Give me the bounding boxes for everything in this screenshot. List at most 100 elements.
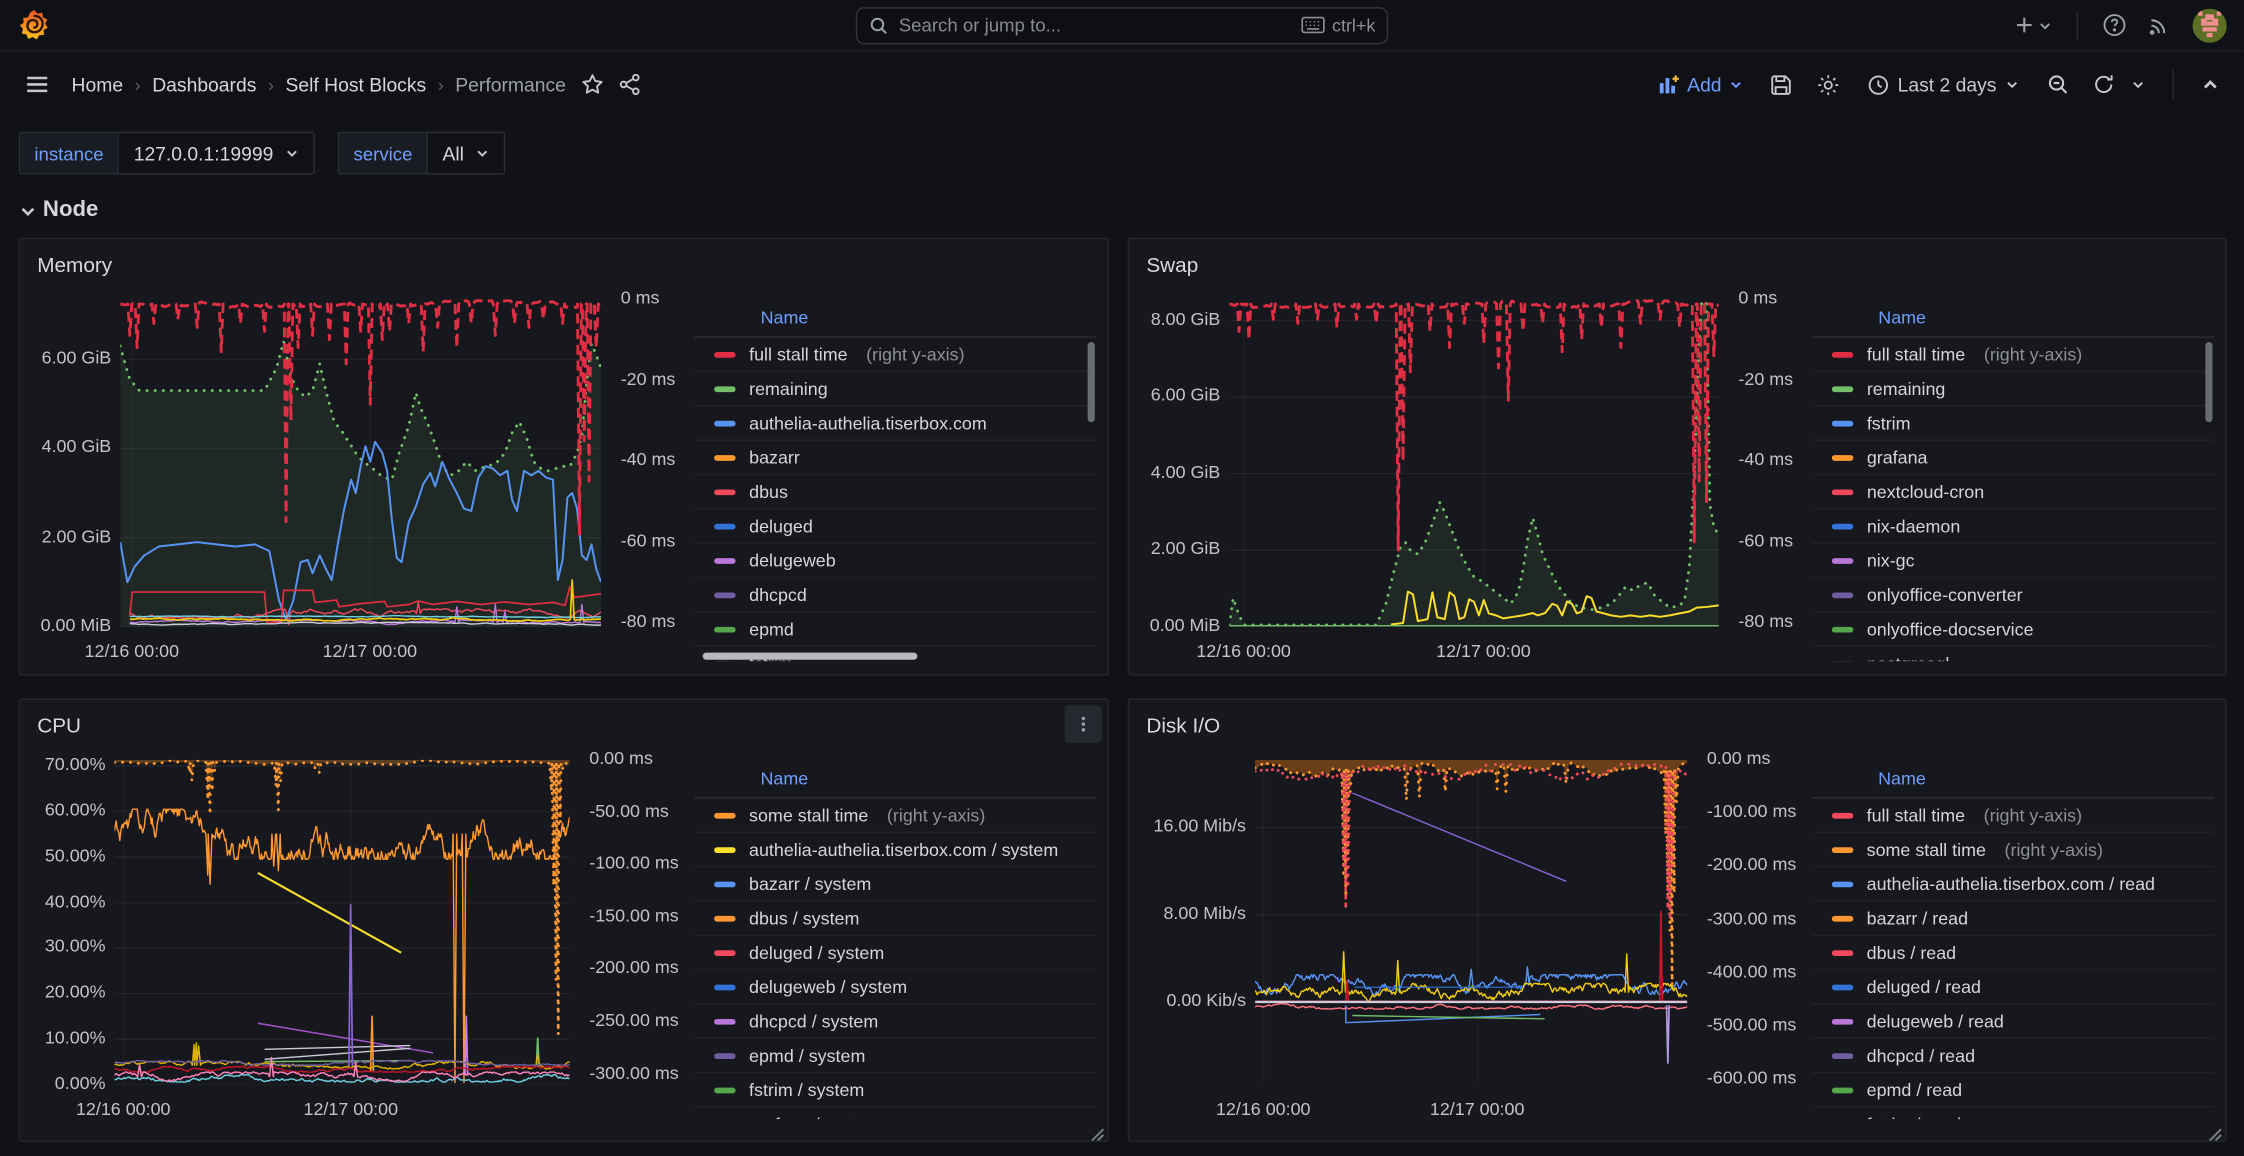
legend-row[interactable]: deluged / system: [694, 936, 1097, 971]
legend-row[interactable]: bazarr / read: [1812, 902, 2214, 936]
y-axis-tick-label: -200.00 ms: [589, 958, 679, 979]
variable-instance-label[interactable]: instance: [18, 131, 118, 175]
panel-title[interactable]: Memory: [37, 254, 113, 278]
breadcrumb-folder[interactable]: Self Host Blocks: [285, 73, 427, 96]
save-icon: [1771, 74, 1791, 95]
legend-row[interactable]: fstrim / read: [1812, 1108, 2214, 1119]
legend-row[interactable]: dbus / system: [694, 902, 1097, 936]
legend-row[interactable]: dhcpcd: [694, 578, 1097, 613]
collapse-toolbar-button[interactable]: [2194, 69, 2227, 99]
panel-title[interactable]: Disk I/O: [1146, 715, 1221, 739]
legend-row[interactable]: full stall time (right y-axis): [694, 338, 1097, 373]
row-node[interactable]: Node: [0, 186, 2244, 238]
legend-row[interactable]: onlyoffice-converter: [1812, 578, 2214, 613]
search-input[interactable]: Search or jump to... ctrl+k: [855, 6, 1389, 44]
legend-name-header[interactable]: Name: [1812, 760, 2214, 799]
time-range-picker[interactable]: Last 2 days: [1856, 67, 2031, 103]
add-panel-button[interactable]: Add: [1647, 66, 1753, 103]
legend-row[interactable]: remaining: [1812, 372, 2214, 407]
chart-canvas[interactable]: [1253, 759, 1689, 1085]
legend-row[interactable]: full stall time (right y-axis): [1812, 799, 2214, 833]
series-color-swatch: [1832, 915, 1854, 921]
legend-row[interactable]: some stall time (right y-axis): [1812, 833, 2214, 868]
series-name: grafana / system: [749, 1114, 881, 1119]
breadcrumb-home[interactable]: Home: [71, 73, 124, 96]
legend-row[interactable]: authelia-authelia.tiserbox.com / read: [1812, 867, 2214, 902]
refresh-button[interactable]: [2085, 67, 2122, 101]
refresh-interval-button[interactable]: [2131, 72, 2152, 98]
series-name: some stall time: [1866, 839, 1986, 860]
panel-title[interactable]: CPU: [37, 715, 82, 739]
y-axis-tick-label: 40.00%: [44, 891, 106, 912]
x-axis-tick-label: 12/17 00:00: [303, 1099, 399, 1120]
dashboard-settings-button[interactable]: [1809, 67, 1848, 103]
legend-row[interactable]: epmd: [694, 613, 1097, 647]
legend-row[interactable]: deluged / read: [1812, 970, 2214, 1005]
series-name: onlyoffice-converter: [1866, 584, 2023, 605]
chart-canvas[interactable]: [112, 759, 571, 1086]
legend-row[interactable]: remaining: [694, 372, 1097, 407]
legend-name-header[interactable]: Name: [694, 299, 1097, 338]
legend-row[interactable]: delugeweb / system: [694, 970, 1097, 1005]
legend-row[interactable]: nextcloud-cron: [1812, 475, 2214, 510]
help-button[interactable]: [2095, 7, 2134, 43]
legend-row[interactable]: postgresql: [1812, 647, 2213, 662]
new-button[interactable]: [2006, 9, 2059, 42]
legend-row[interactable]: bazarr / system: [694, 867, 1097, 902]
legend-row[interactable]: nix-gc: [1812, 544, 2214, 579]
panel-resize-handle[interactable]: [1091, 1123, 1105, 1141]
legend-row[interactable]: epmd / read: [1812, 1073, 2214, 1108]
y-axis-right: 0 ms -20 ms -40 ms -60 ms -80 ms: [1727, 288, 1801, 632]
legend-row[interactable]: authelia-authelia.tiserbox.com: [694, 406, 1097, 441]
legend-scrollbar-vertical[interactable]: [1087, 342, 1095, 423]
legend-row[interactable]: some stall time (right y-axis): [694, 799, 1097, 833]
series-name: authelia-authelia.tiserbox.com / read: [1866, 873, 2156, 894]
legend-row[interactable]: bazarr: [694, 441, 1097, 476]
legend-scrollbar-vertical[interactable]: [2205, 342, 2213, 423]
chart-canvas[interactable]: [118, 299, 603, 628]
legend-row[interactable]: grafana / system: [695, 1108, 1097, 1119]
legend-row[interactable]: dbus: [694, 475, 1097, 510]
legend-row[interactable]: full stall time (right y-axis): [1812, 338, 2214, 373]
legend: Name full stall time (right y-axis) some st…: [1812, 760, 2214, 1119]
legend-row[interactable]: epmd / system: [694, 1039, 1097, 1074]
legend-row[interactable]: fstrim: [1812, 406, 2214, 441]
legend-row[interactable]: delugeweb / read: [1812, 1005, 2214, 1039]
favorite-button[interactable]: [575, 67, 612, 101]
y-axis-tick-label: -400.00 ms: [1706, 961, 1797, 982]
legend-row[interactable]: delugeweb: [694, 544, 1097, 579]
panel-menu-button[interactable]: [1064, 705, 1102, 743]
legend-row[interactable]: fstrim / system: [694, 1073, 1097, 1108]
legend-row[interactable]: dbus / read: [1812, 936, 2214, 971]
variable-service-label[interactable]: service: [337, 131, 427, 175]
series-name: fstrim / system: [749, 1079, 865, 1100]
zoom-out-time-button[interactable]: [2039, 67, 2076, 101]
y-axis-left: 0.00 Kib/s 8.00 Mib/s 16.00 Mib/s: [1141, 760, 1246, 1085]
legend-name-header[interactable]: Name: [694, 760, 1097, 799]
legend-name-header[interactable]: Name: [1812, 299, 2214, 338]
y-axis-tick-label: 70.00%: [44, 754, 106, 775]
series-color-swatch: [1832, 351, 1854, 358]
legend-row[interactable]: dhcpcd / system: [694, 1005, 1097, 1039]
legend-row[interactable]: nix-daemon: [1812, 509, 2214, 544]
series-axis-note: (right y-axis): [886, 805, 986, 826]
legend-row[interactable]: dhcpcd / read: [1812, 1039, 2214, 1074]
breadcrumb-dashboards[interactable]: Dashboards: [152, 73, 257, 96]
mega-menu-button[interactable]: [17, 66, 57, 103]
legend-scrollbar-horizontal[interactable]: [703, 652, 918, 660]
panel-title[interactable]: Swap: [1146, 254, 1199, 278]
news-button[interactable]: [2140, 7, 2179, 43]
panel-resize-handle[interactable]: [2208, 1123, 2222, 1141]
user-avatar[interactable]: [2192, 7, 2227, 43]
series-color-swatch: [1832, 626, 1854, 632]
legend-row[interactable]: authelia-authelia.tiserbox.com / system: [694, 833, 1097, 868]
chart-canvas[interactable]: [1227, 299, 1720, 628]
save-dashboard-button[interactable]: [1762, 67, 1801, 103]
legend-row[interactable]: deluged: [694, 509, 1097, 544]
variable-instance-value[interactable]: 127.0.0.1:19999: [117, 131, 315, 175]
legend-row[interactable]: onlyoffice-docservice: [1812, 613, 2214, 647]
legend-row[interactable]: grafana: [1812, 441, 2214, 476]
share-button[interactable]: [612, 67, 649, 101]
grafana-logo-icon[interactable]: [17, 8, 51, 42]
variable-service-value[interactable]: All: [426, 131, 506, 175]
